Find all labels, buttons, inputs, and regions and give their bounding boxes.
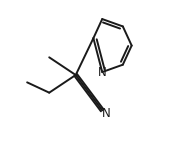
Text: N: N [98, 66, 107, 79]
Text: N: N [102, 107, 110, 120]
